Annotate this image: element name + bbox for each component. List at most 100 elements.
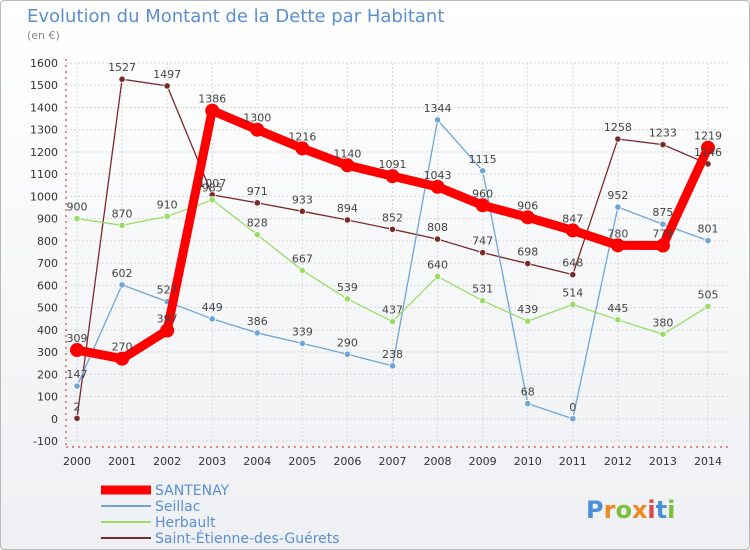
- data-point: [610, 238, 625, 253]
- x-tick-label: 2000: [63, 455, 91, 468]
- data-label: 1115: [469, 153, 497, 166]
- data-label: 910: [157, 198, 178, 211]
- data-point: [70, 343, 84, 358]
- data-point: [655, 238, 670, 253]
- data-label: 386: [247, 315, 268, 328]
- data-label: 640: [427, 258, 448, 271]
- x-tick-label: 2003: [198, 455, 226, 468]
- data-point: [388, 225, 397, 233]
- data-label: 147: [67, 368, 88, 381]
- data-label: 698: [517, 246, 538, 259]
- data-point: [163, 82, 171, 90]
- data-label: 1146: [694, 146, 722, 159]
- legend-label: SANTENAY: [155, 483, 230, 499]
- y-tick-label: 200: [37, 368, 58, 381]
- data-point: [205, 103, 220, 118]
- y-tick-label: 0: [51, 413, 58, 426]
- data-label: 445: [607, 302, 628, 315]
- data-label: 1007: [198, 177, 226, 190]
- data-label: 602: [112, 267, 133, 280]
- data-point: [569, 271, 577, 279]
- data-point: [298, 266, 306, 275]
- data-point: [479, 297, 487, 305]
- data-point: [118, 75, 126, 83]
- data-point: [298, 207, 306, 215]
- y-tick-label: 800: [37, 235, 58, 248]
- x-tick-label: 2010: [514, 455, 542, 468]
- data-label: 2: [74, 400, 81, 413]
- data-label: 380: [652, 316, 673, 329]
- data-label: 852: [382, 211, 403, 224]
- data-label: 505: [698, 288, 719, 301]
- data-label: 1091: [379, 158, 407, 171]
- data-point: [614, 135, 622, 143]
- y-tick-label: 700: [37, 257, 58, 270]
- x-tick-label: 2007: [379, 455, 407, 468]
- data-point: [343, 350, 352, 358]
- x-tick-label: 2005: [288, 455, 316, 468]
- data-label: 309: [67, 332, 88, 345]
- y-tick-label: 900: [37, 213, 58, 226]
- data-label: 539: [337, 281, 358, 294]
- chart-subtitle: (en €): [27, 29, 60, 42]
- data-label: 68: [521, 386, 535, 399]
- data-point: [343, 295, 352, 303]
- data-point: [388, 362, 397, 370]
- y-tick-label: -100: [33, 435, 58, 448]
- data-label: 339: [292, 325, 313, 338]
- data-point: [475, 198, 490, 213]
- data-label: 648: [562, 257, 583, 270]
- data-point: [704, 302, 712, 311]
- y-tick-label: 100: [37, 391, 58, 404]
- data-label: 531: [472, 283, 493, 296]
- y-tick-label: 400: [37, 324, 58, 337]
- data-label: 933: [292, 193, 313, 206]
- data-label: 527: [157, 284, 178, 297]
- y-tick-label: 600: [37, 279, 58, 292]
- data-point: [569, 300, 577, 309]
- data-label: 779: [652, 228, 673, 241]
- data-label: 397: [157, 312, 178, 325]
- chart-title: Evolution du Montant de la Dette par Hab…: [27, 6, 445, 27]
- data-point: [73, 215, 81, 223]
- x-tick-label: 2014: [694, 455, 722, 468]
- data-label: 747: [472, 235, 493, 248]
- x-tick-label: 2006: [333, 455, 361, 468]
- y-tick-label: 300: [37, 346, 58, 359]
- data-label: 1527: [108, 61, 136, 74]
- data-point: [253, 199, 261, 207]
- data-point: [520, 210, 535, 225]
- data-point: [659, 330, 667, 338]
- data-label: 900: [67, 201, 88, 214]
- data-label: 828: [247, 217, 268, 230]
- x-tick-label: 2012: [604, 455, 632, 468]
- data-point: [118, 281, 126, 289]
- data-label: 894: [337, 202, 358, 215]
- data-point: [298, 339, 306, 347]
- legend-label: Saint-Étienne-des-Guérets: [155, 530, 340, 547]
- data-point: [385, 169, 400, 184]
- data-point: [250, 122, 265, 137]
- data-label: 960: [472, 187, 493, 200]
- data-point: [433, 116, 442, 124]
- y-tick-label: 1400: [30, 101, 58, 114]
- x-tick-label: 2002: [153, 455, 181, 468]
- data-label: 971: [247, 185, 268, 198]
- data-label: 290: [337, 336, 358, 349]
- data-label: 437: [382, 304, 403, 317]
- data-point: [524, 400, 532, 408]
- proxiti-logo: Proxiti: [586, 496, 675, 524]
- data-point: [295, 141, 310, 156]
- data-label: 1233: [649, 127, 677, 140]
- data-label: 906: [517, 199, 538, 212]
- data-point: [659, 220, 667, 228]
- data-label: 808: [427, 221, 448, 234]
- y-tick-label: 500: [37, 302, 58, 315]
- legend-label: Seillac: [155, 499, 200, 515]
- data-point: [614, 316, 622, 324]
- data-point: [388, 317, 397, 326]
- data-label: 1258: [604, 121, 632, 134]
- data-label: 870: [112, 207, 133, 220]
- data-label: 1043: [424, 169, 452, 182]
- data-point: [430, 179, 445, 194]
